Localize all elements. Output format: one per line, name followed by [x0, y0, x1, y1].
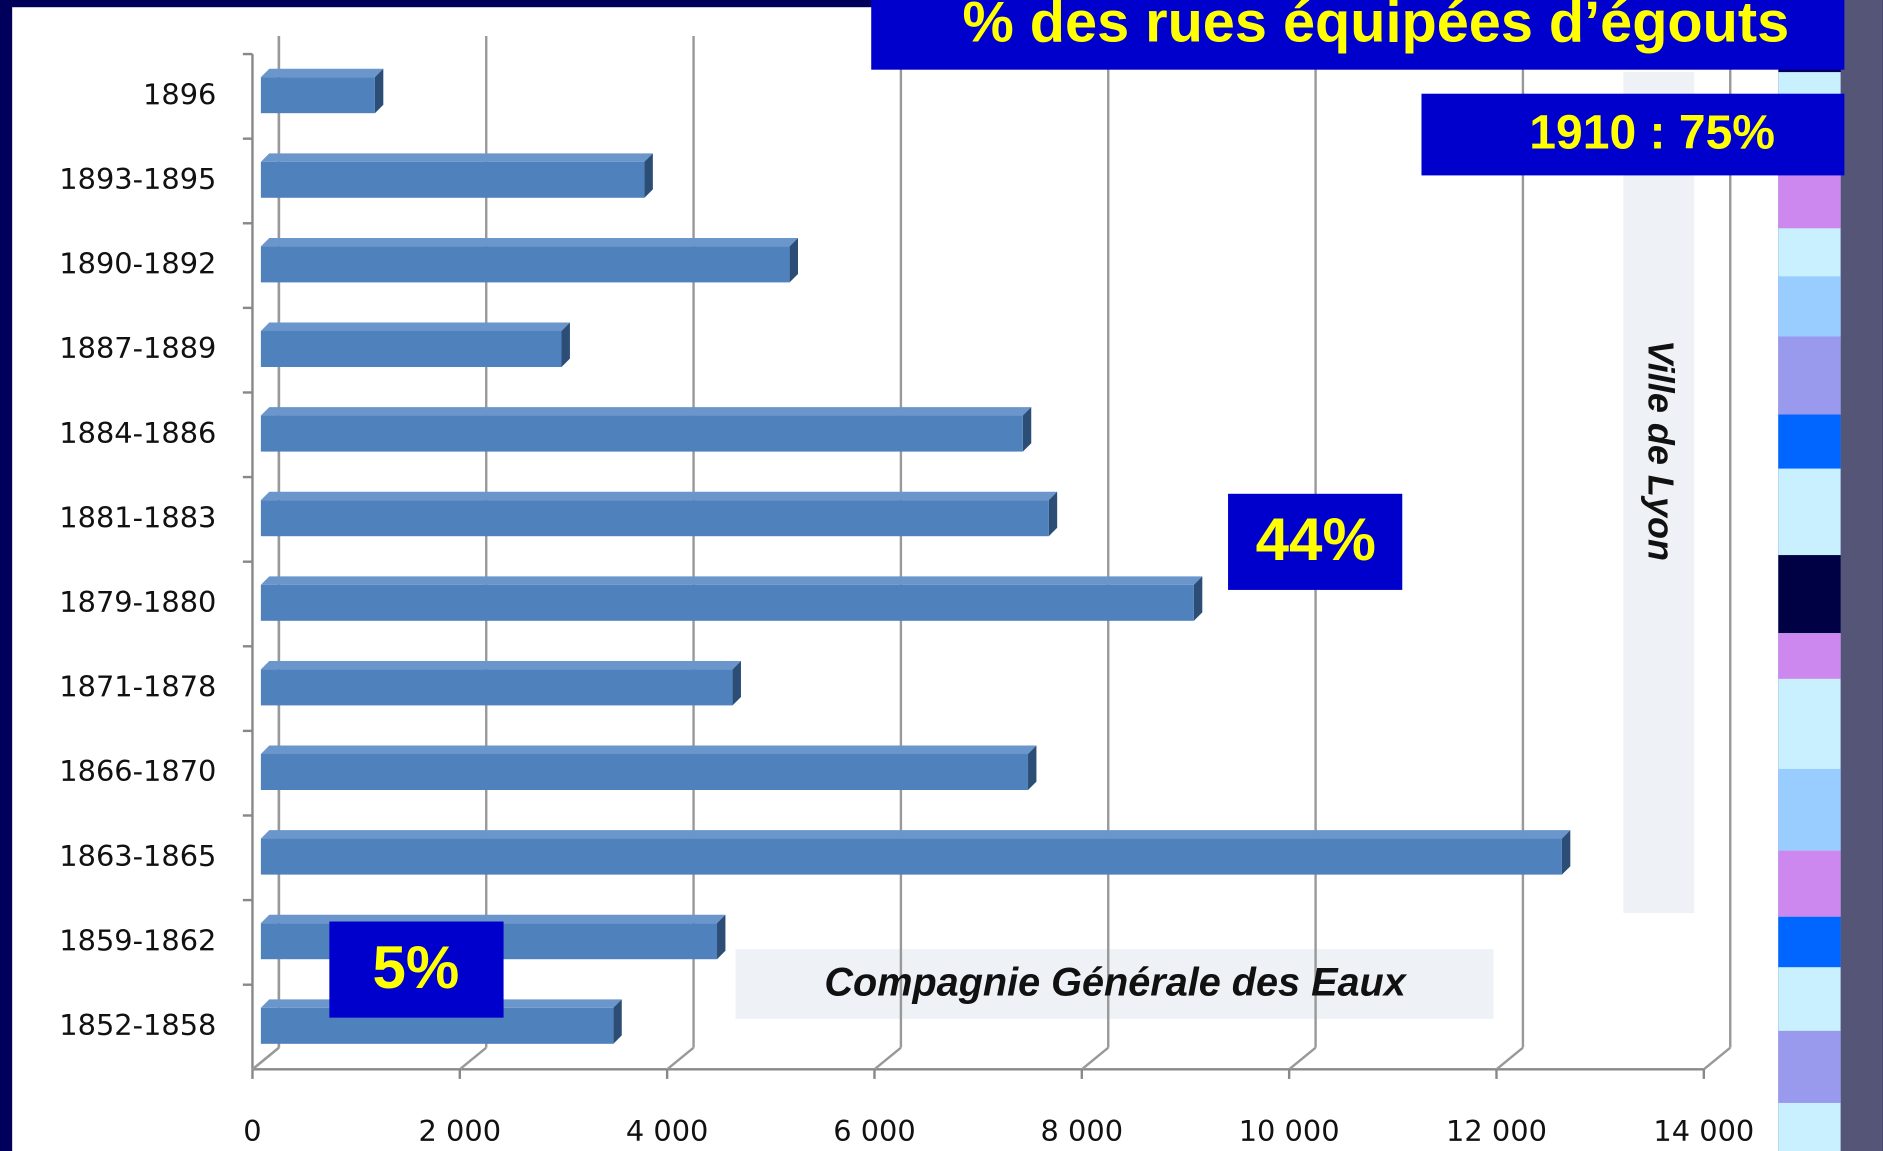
bar: [261, 69, 383, 113]
y-tick-label: 1896: [143, 77, 216, 111]
bar-top: [261, 746, 1037, 754]
x-tick-label: 12 000: [1446, 1114, 1547, 1148]
bar-front: [261, 77, 375, 113]
bar: [261, 323, 570, 367]
bar-top: [261, 576, 1202, 584]
chart-title: % des rues équipées d’égouts: [963, 0, 1790, 55]
chart: Ville de Lyon 0 2 000 4 000 6 000 8 000 10 00…: [0, 0, 1883, 1151]
bar: [261, 407, 1031, 451]
x-tick-label: 6 000: [833, 1114, 916, 1148]
y-tick-label: 1879-1880: [59, 585, 216, 619]
bar-top: [261, 661, 741, 669]
y-tick-label: 1871-1878: [59, 670, 216, 704]
y-tick-label: 1859-1862: [59, 923, 216, 957]
bar-top: [261, 407, 1031, 415]
annotation: 1910 : 75%: [1529, 106, 1775, 159]
bar-front: [261, 246, 790, 282]
bar: [261, 492, 1057, 536]
y-tick-label: 1887-1889: [59, 331, 216, 365]
y-tick-label: 1852-1858: [59, 1008, 216, 1042]
y-tick-label: 1890-1892: [59, 247, 216, 281]
annotation: 44%: [1256, 506, 1376, 573]
bar-front: [261, 331, 562, 367]
bar-front: [261, 585, 1194, 621]
bar: [261, 661, 741, 705]
bar-top: [261, 238, 798, 246]
bar: [261, 153, 653, 197]
bar-front: [261, 162, 645, 198]
y-tick-label: 1881-1883: [59, 500, 216, 534]
bar: [261, 830, 1570, 874]
y-tick-label: 1884-1886: [59, 416, 216, 450]
bar-front: [261, 669, 733, 705]
x-tick-label: 4 000: [626, 1114, 709, 1148]
x-tick-label: 8 000: [1041, 1114, 1124, 1148]
bar-top: [261, 69, 383, 77]
bar-top: [261, 153, 653, 161]
bar-top: [261, 492, 1057, 500]
bar-top: [261, 830, 1570, 838]
bar: [261, 238, 798, 282]
y-tick-label: 1866-1870: [59, 754, 216, 788]
x-tick-label: 14 000: [1653, 1114, 1754, 1148]
bar-top: [261, 323, 570, 331]
bar: [261, 746, 1037, 790]
annotation: 5%: [372, 934, 459, 1001]
y-tick-label: 1863-1865: [59, 839, 216, 873]
bar-front: [261, 416, 1023, 452]
annotation: Compagnie Générale des Eaux: [824, 961, 1407, 1005]
bar-front: [261, 500, 1049, 536]
bar: [261, 576, 1202, 620]
annotation: Ville de Lyon: [1641, 340, 1682, 561]
x-tick-label: 0: [243, 1114, 261, 1148]
bar-front: [261, 754, 1028, 790]
x-tick-label: 2 000: [419, 1114, 502, 1148]
bar-front: [261, 839, 1562, 875]
x-tick-label: 10 000: [1239, 1114, 1340, 1148]
y-tick-label: 1893-1895: [59, 162, 216, 196]
